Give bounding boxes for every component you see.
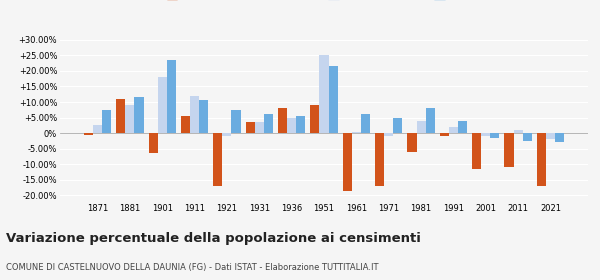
Bar — [278, 108, 287, 133]
Bar — [440, 133, 449, 136]
Bar — [149, 133, 158, 153]
Bar — [458, 121, 467, 133]
Bar — [125, 105, 134, 133]
Bar — [158, 77, 167, 133]
Bar — [264, 115, 273, 133]
Bar — [319, 55, 329, 133]
Bar — [361, 115, 370, 133]
Bar — [514, 130, 523, 133]
Bar — [393, 118, 402, 133]
Bar — [134, 97, 143, 133]
Bar — [523, 133, 532, 141]
Bar — [232, 110, 241, 133]
Bar — [546, 133, 555, 139]
Bar — [481, 133, 490, 136]
Bar — [375, 133, 384, 186]
Bar — [343, 133, 352, 191]
Bar — [329, 66, 338, 133]
Bar — [505, 133, 514, 167]
Bar — [199, 101, 208, 133]
Bar — [352, 132, 361, 133]
Bar — [384, 133, 393, 136]
Bar — [555, 133, 564, 143]
Bar — [472, 133, 481, 169]
Legend: Castelnuovo della Daunia, Provincia di FG, Puglia: Castelnuovo della Daunia, Provincia di F… — [164, 0, 484, 3]
Bar — [84, 133, 93, 135]
Bar — [214, 133, 223, 186]
Bar — [407, 133, 416, 152]
Bar — [490, 133, 499, 138]
Text: Variazione percentuale della popolazione ai censimenti: Variazione percentuale della popolazione… — [6, 232, 421, 245]
Bar — [181, 116, 190, 133]
Bar — [167, 60, 176, 133]
Bar — [116, 99, 125, 133]
Text: COMUNE DI CASTELNUOVO DELLA DAUNIA (FG) - Dati ISTAT - Elaborazione TUTTITALIA.I: COMUNE DI CASTELNUOVO DELLA DAUNIA (FG) … — [6, 263, 379, 272]
Bar — [190, 96, 199, 133]
Bar — [416, 121, 425, 133]
Bar — [287, 118, 296, 133]
Bar — [425, 108, 434, 133]
Bar — [255, 122, 264, 133]
Bar — [537, 133, 546, 186]
Bar — [102, 110, 111, 133]
Bar — [246, 122, 255, 133]
Bar — [93, 125, 102, 133]
Bar — [223, 133, 232, 136]
Bar — [310, 105, 319, 133]
Bar — [449, 127, 458, 133]
Bar — [296, 116, 305, 133]
